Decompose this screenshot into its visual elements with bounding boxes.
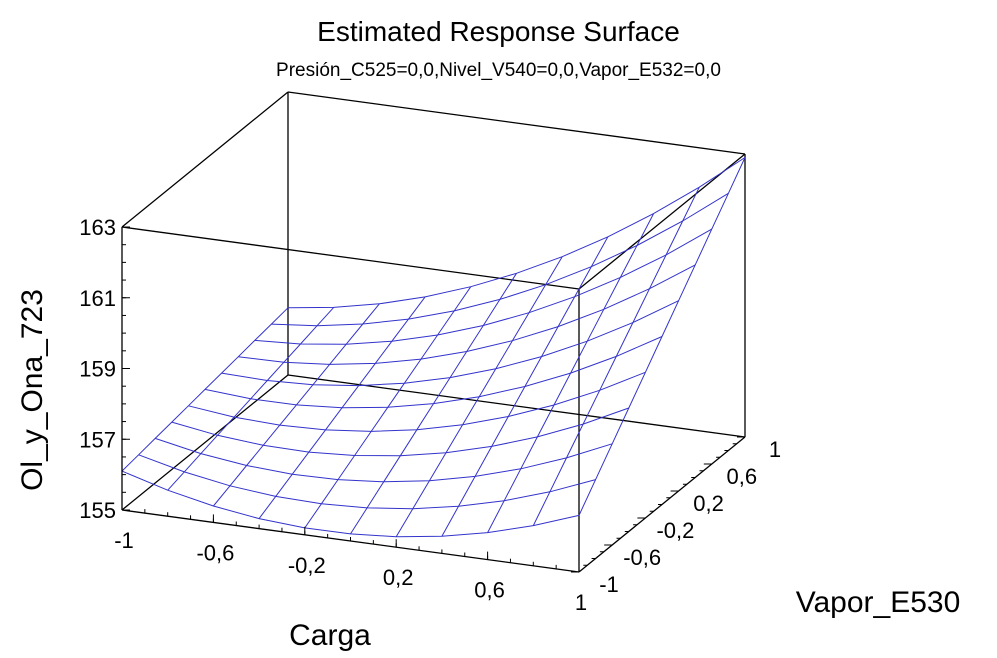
y-tick-label: -1 <box>599 572 619 597</box>
z-axis-title: Ol_y_Ona_723 <box>16 289 49 491</box>
surface-line-y <box>350 273 517 535</box>
box-back-edges <box>121 91 746 572</box>
box-front-edges <box>121 227 746 573</box>
chart-title: Estimated Response Surface <box>317 16 680 47</box>
z-tick-label: 159 <box>79 357 116 382</box>
z-tick-label: 157 <box>79 427 116 452</box>
chart-subtitle: Presión_C525=0,0,Nivel_V540=0,0,Vapor_E5… <box>276 60 721 81</box>
surface-line-y <box>487 213 655 533</box>
y-tick-label: 0,2 <box>693 491 724 516</box>
x-tick-label: -1 <box>114 528 134 553</box>
box-edge <box>121 91 289 228</box>
surface-line-y <box>258 296 426 519</box>
z-tick-label: 161 <box>79 286 116 311</box>
surface-line-y <box>578 157 746 516</box>
surface-line-x <box>271 192 729 327</box>
box-edge <box>121 374 289 511</box>
box-edge <box>121 226 580 290</box>
surface-line-x <box>238 264 696 365</box>
response-surface <box>121 157 746 538</box>
box-edge <box>287 374 746 438</box>
surface-line-y <box>167 307 335 491</box>
x-tick-label: -0,6 <box>196 540 234 565</box>
surface-line-y <box>395 256 563 537</box>
surface-line-y <box>213 303 380 507</box>
x-tick-label: 0,2 <box>383 565 414 590</box>
y-axis-title: Vapor_E530 <box>796 586 961 619</box>
axis-labels: Ol_y_Ona_723 Carga Vapor_E530 <box>16 289 960 652</box>
surface-line-x <box>121 470 580 538</box>
surface-line-y <box>121 307 289 472</box>
surface-line-x <box>171 407 629 457</box>
y-tick-label: -0,6 <box>623 545 661 570</box>
y-tick-label: -0,2 <box>656 518 694 543</box>
surface-line-y <box>532 186 700 526</box>
surface-line-x <box>204 336 663 409</box>
x-tick-label: 0,6 <box>474 578 505 603</box>
surface-line-y <box>441 236 609 537</box>
x-axis-title: Carga <box>289 619 371 652</box>
box-edge <box>578 153 746 290</box>
box-edge <box>287 91 746 155</box>
y-tick-label: 0,6 <box>727 464 758 489</box>
x-tick-label: 1 <box>575 590 587 615</box>
surface-line-x <box>138 454 596 510</box>
y-tick-label: 1 <box>769 437 781 462</box>
z-tick-label: 163 <box>79 215 116 240</box>
surface-line-x <box>254 228 713 345</box>
x-tick-label: -0,2 <box>288 553 326 578</box>
surface-line-y <box>304 286 472 529</box>
z-tick-label: 155 <box>79 498 116 523</box>
surface-line-x <box>155 437 613 483</box>
